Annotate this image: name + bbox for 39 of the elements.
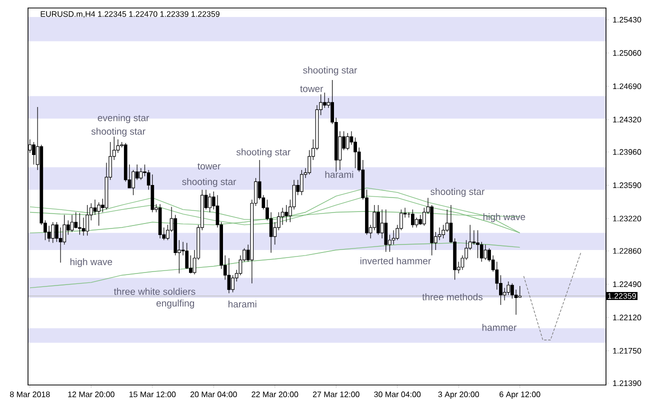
annotation: shooting star bbox=[236, 148, 290, 158]
x-tick-label: 20 Mar 04:00 bbox=[190, 392, 237, 398]
x-tick-label: 15 Mar 12:00 bbox=[129, 392, 176, 398]
y-tick-label: 1.25060 bbox=[613, 50, 642, 56]
annotation: shooting star bbox=[91, 128, 146, 137]
y-tick-label: 1.21750 bbox=[613, 348, 642, 354]
annotation: engulfing bbox=[156, 300, 194, 308]
y-tick-label: 1.22490 bbox=[613, 281, 642, 288]
y-tick-label: 1.22860 bbox=[613, 248, 642, 254]
y-tick-label: 1.21390 bbox=[613, 380, 642, 386]
y-tick-label: 1.24320 bbox=[613, 116, 642, 122]
y-tick-label: 1.22120 bbox=[613, 314, 642, 320]
annotation: harami bbox=[325, 170, 354, 178]
annotation: three methods bbox=[422, 293, 483, 300]
x-tick-label: 3 Apr 20:00 bbox=[438, 392, 479, 399]
annotation: three white soldiers bbox=[114, 288, 196, 295]
x-tick-label: 22 Mar 20:00 bbox=[252, 392, 298, 398]
y-tick-label: 1.23220 bbox=[613, 216, 642, 222]
x-tick-label: 6 Apr 12:00 bbox=[500, 392, 540, 399]
x-tick-label: 30 Mar 04:00 bbox=[374, 392, 421, 398]
x-tick-label: 27 Mar 12:00 bbox=[312, 392, 360, 398]
y-tick-label: 1.24690 bbox=[613, 83, 642, 90]
chart-title: EURUSD.m,H4 1.22345 1.22470 1.22339 1.22359 bbox=[40, 11, 220, 18]
annotation: tower bbox=[300, 86, 324, 92]
annotation: inverted hammer bbox=[360, 257, 431, 264]
annotation: shooting star bbox=[303, 66, 358, 76]
y-tick-label: 1.23960 bbox=[613, 149, 642, 155]
y-tick-label: 1.25430 bbox=[613, 16, 642, 23]
annotation: shooting star bbox=[430, 188, 485, 197]
annotation: shooting star bbox=[182, 178, 236, 187]
annotation: tower bbox=[198, 163, 221, 170]
x-tick-label: 8 Mar 2018 bbox=[10, 392, 50, 398]
annotation: hammer bbox=[482, 324, 516, 331]
y-tick-label: 1.23590 bbox=[613, 182, 642, 188]
annotation: high wave bbox=[70, 258, 112, 268]
ref-line-label: 1.22359 bbox=[608, 293, 636, 299]
annotation: evening star bbox=[98, 114, 150, 124]
annotation: harami bbox=[228, 300, 256, 308]
x-tick-label: 12 Mar 20:00 bbox=[68, 392, 114, 398]
